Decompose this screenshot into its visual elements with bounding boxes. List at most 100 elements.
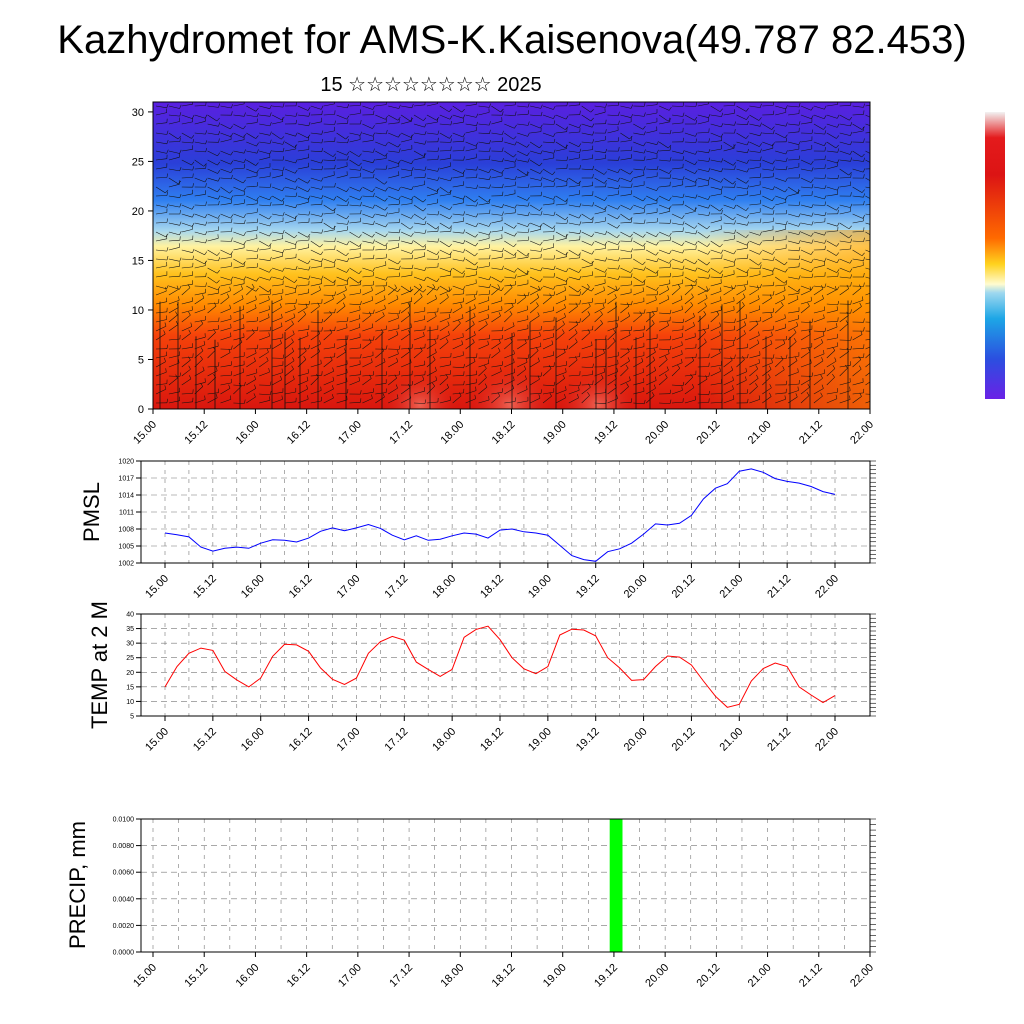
wind-barb-flag	[849, 395, 851, 400]
wind-barb-flag	[179, 104, 182, 109]
wind-barb	[246, 249, 258, 252]
wind-barb	[246, 150, 258, 154]
wind-barb-flag	[836, 252, 840, 256]
wind-barb-flag	[346, 188, 350, 192]
wind-barb	[620, 402, 632, 404]
wind-barb	[388, 159, 399, 164]
x-tick-label: 21.12	[765, 573, 793, 601]
wind-barb	[413, 267, 425, 271]
wind-barb	[710, 159, 722, 163]
y-tick-label: 1002	[118, 561, 134, 568]
wind-barb-flag	[411, 186, 414, 190]
wind-barb	[762, 141, 773, 147]
wind-barb	[207, 292, 219, 296]
wind-barb	[452, 141, 464, 143]
wind-barb	[568, 276, 580, 281]
wind-barb	[491, 287, 500, 296]
wind-barb	[529, 276, 541, 283]
wind-barb	[207, 159, 218, 166]
wind-barb-flag	[745, 376, 747, 381]
wind-barb	[542, 203, 554, 206]
wind-barb-flag	[282, 212, 285, 217]
wind-barb	[762, 316, 773, 323]
wind-barb	[194, 240, 206, 244]
wind-barb	[788, 240, 799, 244]
wind-barb	[323, 229, 335, 233]
wind-barb-flag	[760, 156, 762, 161]
wind-barb	[684, 231, 696, 235]
wind-barb	[633, 175, 645, 179]
wind-barb-flag	[577, 180, 582, 185]
wind-barb	[478, 324, 488, 332]
wind-barb-flag	[282, 230, 285, 234]
wind-barb	[710, 123, 722, 128]
wind-barb	[671, 131, 683, 134]
wind-barb	[671, 240, 683, 246]
wind-barb-flag	[269, 196, 272, 201]
wind-barb	[555, 249, 566, 256]
wind-barb-flag	[780, 302, 784, 306]
wind-barb	[775, 369, 785, 377]
wind-barb	[259, 132, 270, 136]
wind-barb-flag	[411, 167, 414, 171]
wind-barb-flag	[347, 138, 349, 143]
wind-barb-flag	[772, 160, 775, 165]
wind-barb-flag	[269, 268, 272, 273]
wind-barb	[246, 287, 255, 296]
wind-barb-flag	[384, 207, 388, 211]
wind-barb-flag	[877, 165, 878, 169]
wind-barb-flag	[652, 356, 656, 361]
wind-barb	[491, 105, 501, 113]
wind-barb	[542, 310, 554, 314]
wind-barb-flag	[810, 106, 814, 111]
wind-barb	[788, 249, 800, 252]
wind-barb	[633, 168, 645, 171]
wind-barb-flag	[742, 301, 745, 306]
wind-barb-flag	[651, 391, 655, 396]
wind-barb-flag	[631, 345, 633, 350]
wind-barb-flag	[850, 157, 853, 162]
wind-barb	[671, 267, 683, 270]
wind-barb	[581, 301, 593, 305]
wind-barb-flag	[850, 282, 852, 287]
wind-barb	[723, 213, 734, 221]
wind-barb	[813, 360, 824, 368]
wind-barb	[465, 298, 476, 305]
wind-barb	[568, 104, 580, 107]
wind-barb-flag	[372, 169, 375, 174]
wind-barb-flag	[604, 241, 608, 246]
wind-barb	[362, 355, 374, 359]
wind-barb-flag	[488, 395, 490, 401]
wind-barb-flag	[308, 195, 311, 200]
wind-barb	[697, 306, 707, 314]
wind-barb	[504, 123, 515, 129]
wind-barb-flag	[820, 338, 824, 343]
wind-barb	[581, 366, 593, 368]
wind-barb-flag	[178, 296, 180, 301]
wind-barb	[517, 213, 529, 217]
wind-barb	[723, 329, 735, 332]
wind-barb	[775, 105, 786, 110]
wind-barb	[671, 114, 683, 117]
wind-barb	[284, 391, 296, 395]
wind-barb	[659, 402, 671, 404]
wind-barb	[272, 141, 283, 145]
wind-barb	[865, 258, 870, 261]
wind-barb	[426, 287, 436, 296]
wind-barb	[736, 132, 747, 139]
wind-barb	[710, 219, 722, 224]
wind-barb	[452, 285, 464, 290]
wind-barb-flag	[229, 190, 233, 194]
wind-barb	[671, 249, 683, 254]
wind-barb	[297, 292, 309, 296]
wind-barb-flag	[268, 332, 270, 337]
wind-barb-flag	[538, 394, 541, 399]
wind-barb-flag	[785, 157, 788, 162]
wind-barb	[813, 231, 825, 236]
wind-barb	[297, 314, 306, 323]
wind-barb-flag	[291, 347, 295, 352]
wind-barb	[439, 222, 450, 229]
wind-barb-flag	[588, 383, 591, 388]
wind-barb	[310, 132, 322, 135]
wind-barb	[452, 231, 464, 234]
